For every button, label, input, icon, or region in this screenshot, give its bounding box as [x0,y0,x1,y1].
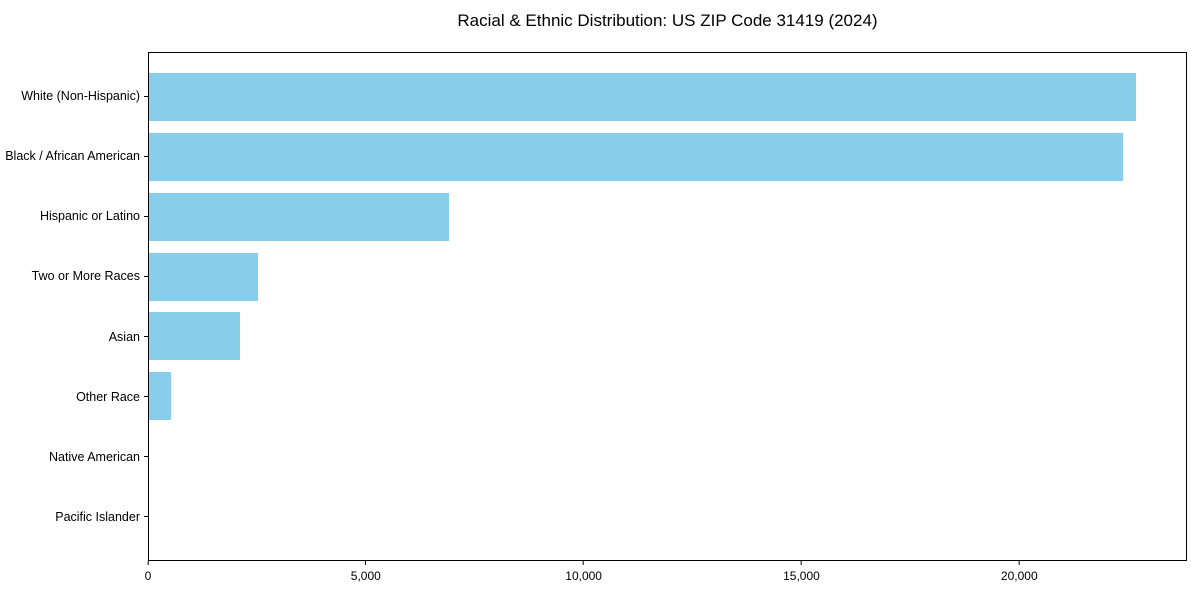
category-label: Asian [108,329,140,344]
y-axis-labels: White (Non-Hispanic) Black / African Amer… [0,52,148,561]
bar-row [149,307,1186,367]
category-label: Hispanic or Latino [39,209,140,224]
bar-row [149,247,1186,307]
y-tick-mark [144,95,148,97]
x-tick-mark [800,561,802,565]
bar [149,372,171,421]
bar-row [149,187,1186,247]
bar-row [149,67,1186,127]
bar-row [149,127,1186,187]
x-tick-label: 20,000 [1000,569,1038,583]
chart-title: Racial & Ethnic Distribution: US ZIP Cod… [457,11,878,30]
x-tick-mark [365,561,367,565]
x-tick-mark [583,561,585,565]
category-label: Pacific Islander [55,509,140,524]
x-tick: 5,000 [351,561,381,583]
category-label: Native American [48,449,140,464]
bar-row [149,486,1186,546]
category-label: Other Race [76,389,140,404]
y-label-row: Hispanic or Latino [0,186,148,246]
bar [149,132,1123,181]
bar [149,72,1136,121]
y-tick-mark [144,516,148,518]
y-label-row: Native American [0,427,148,487]
x-tick-label: 10,000 [565,569,602,583]
category-label: Black / African American [5,149,140,164]
x-tick-label: 0 [144,569,152,583]
y-label-row: Pacific Islander [0,487,148,547]
y-tick-mark [144,155,148,157]
plot-area [148,52,1187,561]
category-label: Two or More Races [31,269,140,284]
x-tick: 10,000 [565,561,602,583]
y-tick-mark [144,215,148,217]
y-label-row: Black / African American [0,126,148,186]
y-label-row: Other Race [0,367,148,427]
y-label-row: White (Non-Hispanic) [0,66,148,126]
x-tick-label: 5,000 [350,569,381,583]
y-label-row: Two or More Races [0,246,148,306]
y-tick-mark [144,336,148,338]
bar-row [149,426,1186,486]
x-axis-ticks: 0 5,000 10,000 15,000 20,000 [144,561,1187,593]
bar [149,192,449,241]
x-tick-mark [147,561,149,565]
y-tick-mark [144,396,148,398]
x-tick: 20,000 [1001,561,1038,583]
x-tick-mark [1018,561,1020,565]
y-tick-mark [144,456,148,458]
y-label-row: Asian [0,307,148,367]
bar [149,252,258,301]
category-label: White (Non-Hispanic) [21,89,140,104]
bar-rows [149,53,1186,560]
x-tick: 0 [144,561,152,583]
x-tick-label: 15,000 [783,569,820,583]
x-tick: 15,000 [783,561,820,583]
y-tick-mark [144,275,148,277]
bar-row [149,366,1186,426]
bar [149,312,241,361]
